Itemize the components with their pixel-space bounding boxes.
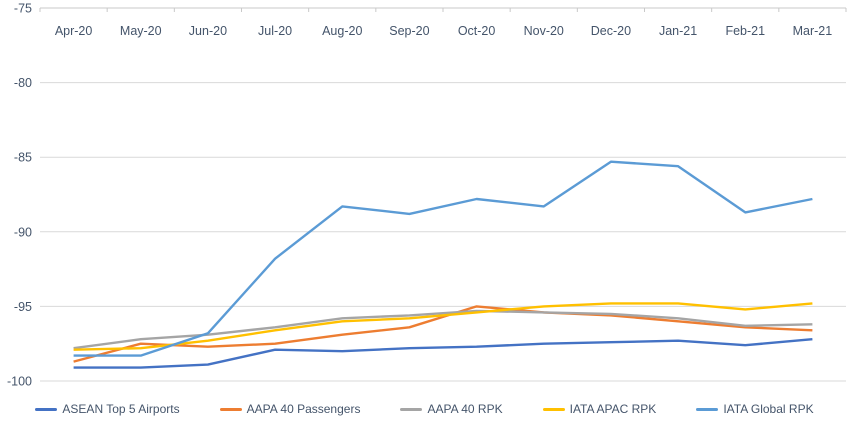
x-axis-tick-label: Apr-20 <box>55 24 93 38</box>
series-line-iata-apac-rpk <box>73 302 813 351</box>
legend-item-iata-apac-rpk: IATA APAC RPK <box>542 402 657 416</box>
y-axis-tick-label: -100 <box>7 375 32 389</box>
legend-line-marker <box>35 407 58 411</box>
y-axis-tick-label: -75 <box>14 2 32 16</box>
category-axis <box>39 7 847 12</box>
x-axis-tick-label: Mar-21 <box>793 24 833 38</box>
y-axis-tick-label: -95 <box>14 300 32 314</box>
legend-label: ASEAN Top 5 Airports <box>62 402 180 416</box>
x-axis-tick-label: Oct-20 <box>458 24 496 38</box>
legend-label: AAPA 40 RPK <box>427 402 503 416</box>
legend-line-marker <box>696 407 719 411</box>
series-line-asean-top-5-airports <box>73 338 813 369</box>
legend-item-iata-global-rpk: IATA Global RPK <box>696 402 814 416</box>
legend-line-marker <box>219 407 242 411</box>
x-axis-tick-label: May-20 <box>120 24 162 38</box>
x-axis-tick-label: Jan-21 <box>659 24 697 38</box>
legend-label: IATA Global RPK <box>723 402 814 416</box>
legend-item-aapa-40-rpk: AAPA 40 RPK <box>400 402 503 416</box>
series-lines <box>73 160 813 369</box>
legend-item-asean-top-5-airports: ASEAN Top 5 Airports <box>35 402 180 416</box>
x-axis-tick-label: Nov-20 <box>524 24 564 38</box>
series-line-iata-global-rpk <box>73 160 813 357</box>
x-axis-tick-label: Jul-20 <box>258 24 292 38</box>
y-axis-tick-label: -85 <box>14 151 32 165</box>
gridlines <box>40 82 846 382</box>
legend-line-marker <box>400 407 423 411</box>
y-axis-labels: -75 -80 -85 -90 -95 -100 <box>7 2 32 389</box>
chart-legend: ASEAN Top 5 Airports AAPA 40 Passengers AA… <box>0 402 849 416</box>
series-line-aapa-40-passengers <box>73 305 813 363</box>
legend-label: IATA APAC RPK <box>569 402 657 416</box>
y-axis-tick-label: -90 <box>14 225 32 239</box>
x-axis-labels: Apr-20 May-20 Jun-20 Jul-20 Aug-20 Sep-20 Oct-… <box>55 24 832 38</box>
legend-label: AAPA 40 Passengers <box>246 402 361 416</box>
x-axis-tick-label: Sep-20 <box>389 24 429 38</box>
x-axis-tick-label: Aug-20 <box>322 24 362 38</box>
series-line-aapa-40-rpk <box>73 309 813 350</box>
x-axis-tick-label: Feb-21 <box>725 24 765 38</box>
x-axis-tick-label: Dec-20 <box>591 24 631 38</box>
legend-line-marker <box>542 407 565 411</box>
y-axis-tick-label: -80 <box>14 76 32 90</box>
x-axis-tick-label: Jun-20 <box>189 24 227 38</box>
legend-item-aapa-40-passengers: AAPA 40 Passengers <box>219 402 361 416</box>
